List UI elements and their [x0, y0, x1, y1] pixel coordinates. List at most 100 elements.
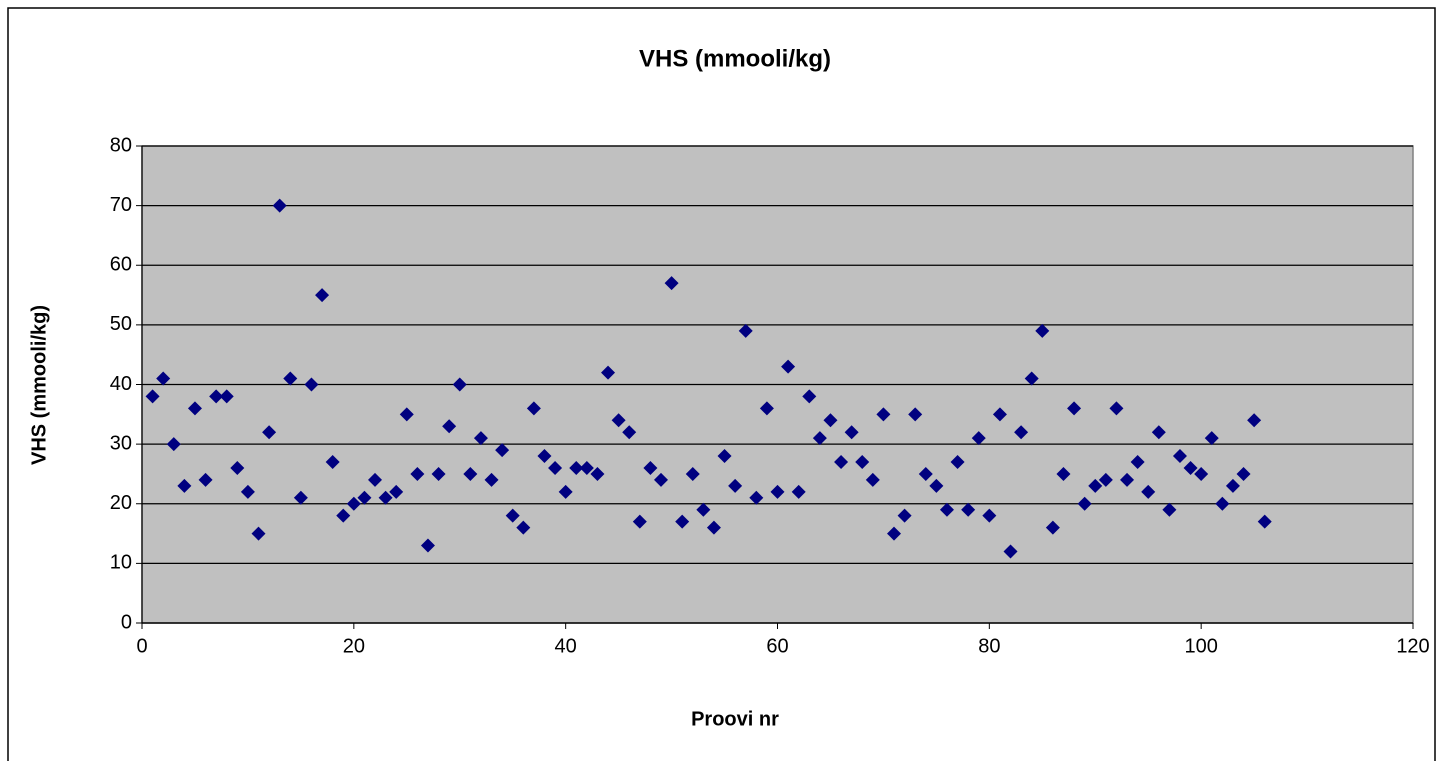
point — [230, 460, 245, 475]
x-axis-title: Proovi nr — [691, 708, 779, 730]
point — [1109, 401, 1124, 416]
point — [643, 460, 658, 475]
point — [1014, 425, 1029, 440]
point — [961, 502, 976, 517]
point — [569, 460, 584, 475]
point — [156, 371, 171, 386]
point — [177, 478, 192, 493]
y-tick-label: 50 — [110, 313, 132, 335]
point — [1045, 520, 1060, 535]
point — [209, 389, 224, 404]
point — [1236, 466, 1251, 481]
point — [749, 490, 764, 505]
point — [1225, 478, 1240, 493]
point — [1194, 466, 1209, 481]
point — [1120, 472, 1135, 487]
point — [505, 508, 520, 523]
point — [1067, 401, 1082, 416]
point — [558, 484, 573, 499]
point — [452, 377, 467, 392]
point — [272, 198, 287, 213]
point — [420, 538, 435, 553]
point — [240, 484, 255, 499]
point — [992, 407, 1007, 422]
point — [971, 431, 986, 446]
point — [929, 478, 944, 493]
y-tick-label: 10 — [110, 552, 132, 574]
x-tick-label: 0 — [136, 635, 147, 657]
point — [611, 413, 626, 428]
point — [442, 419, 457, 434]
point — [1162, 502, 1177, 517]
point — [378, 490, 393, 505]
point — [1141, 484, 1156, 499]
x-tick-label: 40 — [555, 635, 577, 657]
point — [336, 508, 351, 523]
point — [1003, 544, 1018, 559]
point — [1098, 472, 1113, 487]
point — [738, 323, 753, 338]
y-tick-label: 20 — [110, 492, 132, 514]
point — [346, 496, 361, 511]
point — [357, 490, 372, 505]
point — [685, 466, 700, 481]
point — [823, 413, 838, 428]
point — [706, 520, 721, 535]
y-tick-label: 80 — [110, 134, 132, 156]
point — [791, 484, 806, 499]
point — [664, 276, 679, 291]
point — [887, 526, 902, 541]
x-tick-label: 100 — [1184, 635, 1217, 657]
point — [590, 466, 605, 481]
point — [484, 472, 499, 487]
point — [219, 389, 234, 404]
point — [728, 478, 743, 493]
point — [770, 484, 785, 499]
point — [1215, 496, 1230, 511]
point — [1172, 449, 1187, 464]
point — [653, 472, 668, 487]
point — [855, 455, 870, 470]
point — [939, 502, 954, 517]
point — [166, 437, 181, 452]
point — [1247, 413, 1262, 428]
point — [812, 431, 827, 446]
point — [717, 449, 732, 464]
point — [251, 526, 266, 541]
point — [1077, 496, 1092, 511]
point — [622, 425, 637, 440]
point — [601, 365, 616, 380]
point — [410, 466, 425, 481]
point — [198, 472, 213, 487]
point — [145, 389, 160, 404]
point — [1130, 455, 1145, 470]
point — [908, 407, 923, 422]
y-tick-label: 70 — [110, 194, 132, 216]
point — [304, 377, 319, 392]
point — [526, 401, 541, 416]
point — [1257, 514, 1272, 529]
point — [1183, 460, 1198, 475]
point — [982, 508, 997, 523]
point — [283, 371, 298, 386]
point — [1035, 323, 1050, 338]
point — [548, 460, 563, 475]
point — [262, 425, 277, 440]
point — [463, 466, 478, 481]
y-tick-label: 0 — [121, 611, 132, 633]
point — [844, 425, 859, 440]
point — [389, 484, 404, 499]
y-tick-label: 30 — [110, 432, 132, 454]
point — [293, 490, 308, 505]
point — [516, 520, 531, 535]
point — [897, 508, 912, 523]
point — [950, 455, 965, 470]
point — [1088, 478, 1103, 493]
point — [368, 472, 383, 487]
point — [1151, 425, 1166, 440]
point — [431, 466, 446, 481]
point — [1056, 466, 1071, 481]
point — [579, 460, 594, 475]
point — [537, 449, 552, 464]
